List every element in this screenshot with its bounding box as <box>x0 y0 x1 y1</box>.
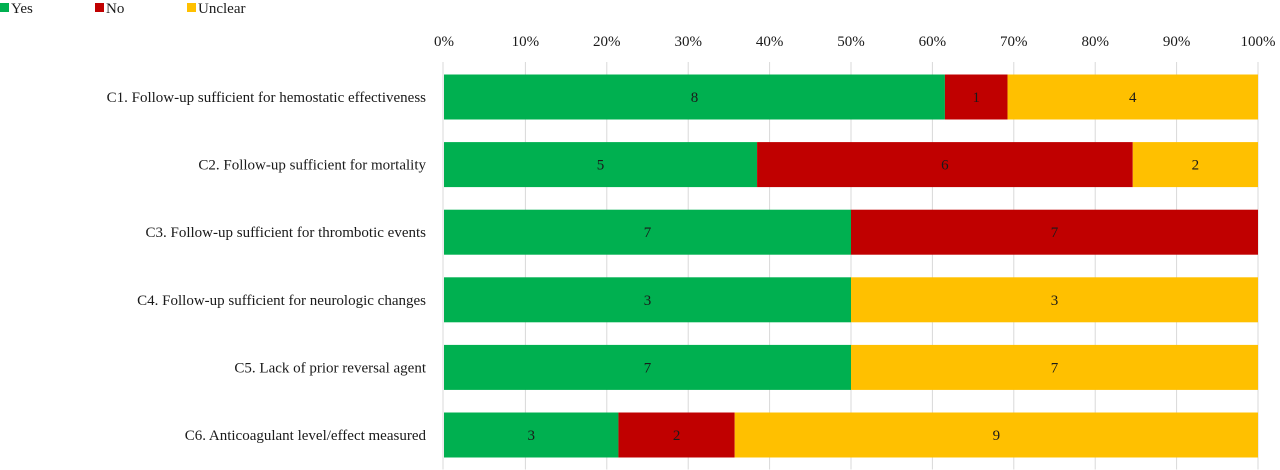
bar-segment-c5-unclear <box>851 344 1258 390</box>
bar-segment-c3-no <box>851 209 1258 255</box>
category-label-c3: C3. Follow-up sufficient for thrombotic … <box>145 225 426 241</box>
data-label-c5-yes: 7 <box>644 360 652 376</box>
tick-label-100: 100% <box>1241 34 1276 50</box>
legend-label-unclear: Unclear <box>198 1 245 17</box>
data-label-c3-no: 7 <box>1051 225 1059 241</box>
category-label-c6: C6. Anticoagulant level/effect measured <box>185 428 427 444</box>
tick-label-90: 90% <box>1163 34 1191 50</box>
category-label-c2: C2. Follow-up sufficient for mortality <box>198 158 426 174</box>
bar-segment-c5-yes <box>444 344 851 390</box>
data-label-c2-no: 6 <box>941 158 949 174</box>
bar-segment-c4-unclear <box>851 277 1258 323</box>
data-label-c1-unclear: 4 <box>1129 90 1137 106</box>
data-label-c2-unclear: 2 <box>1192 158 1200 174</box>
category-label-c1: C1. Follow-up sufficient for hemostatic … <box>107 90 427 106</box>
bar-segment-c2-yes <box>444 142 758 188</box>
data-label-c4-yes: 3 <box>644 293 652 309</box>
data-label-c6-no: 2 <box>673 428 681 444</box>
tick-label-10: 10% <box>512 34 540 50</box>
data-label-c3-yes: 7 <box>644 225 652 241</box>
tick-label-80: 80% <box>1081 34 1109 50</box>
bar-segment-c3-yes <box>444 209 851 255</box>
tick-label-60: 60% <box>919 34 947 50</box>
bar-segment-c1-unclear <box>1007 74 1258 120</box>
gridlines <box>524 62 1259 470</box>
legend-swatch-no <box>95 3 104 12</box>
bar-segment-c6-unclear <box>734 412 1258 458</box>
legend-swatch-yes <box>0 3 9 12</box>
data-label-c6-yes: 3 <box>527 428 535 444</box>
data-label-c4-unclear: 3 <box>1051 293 1059 309</box>
bar-segment-c1-no <box>944 74 1008 120</box>
legend-label-yes: Yes <box>11 1 33 17</box>
bars: 8 1 4 5 6 2 7 7 3 3 7 7 3 2 9 <box>444 74 1258 458</box>
legend: Yes No Unclear <box>0 1 245 17</box>
bar-segment-c4-yes <box>444 277 851 323</box>
bar-segment-c1-yes <box>444 74 945 120</box>
data-label-c6-unclear: 9 <box>993 428 1001 444</box>
category-labels: C1. Follow-up sufficient for hemostatic … <box>107 90 427 444</box>
bar-segment-c2-unclear <box>1132 142 1258 188</box>
legend-label-no: No <box>106 1 124 17</box>
tick-label-40: 40% <box>756 34 784 50</box>
tick-label-30: 30% <box>674 34 702 50</box>
data-label-c1-yes: 8 <box>691 90 699 106</box>
data-label-c5-unclear: 7 <box>1051 360 1059 376</box>
data-label-c2-yes: 5 <box>597 158 605 174</box>
tick-label-20: 20% <box>593 34 621 50</box>
legend-swatch-unclear <box>187 3 196 12</box>
category-label-c4: C4. Follow-up sufficient for neurologic … <box>137 293 426 309</box>
data-label-c1-no: 1 <box>972 90 980 106</box>
category-label-c5: C5. Lack of prior reversal agent <box>234 360 426 376</box>
bar-segment-c6-no <box>618 412 735 458</box>
bar-segment-c2-no <box>757 142 1133 188</box>
tick-label-50: 50% <box>837 34 865 50</box>
tick-label-70: 70% <box>1000 34 1028 50</box>
bar-segment-c6-yes <box>444 412 619 458</box>
tick-label-0: 0% <box>434 34 454 50</box>
x-axis-ticks: 0% 10% 20% 30% 40% 50% 60% 70% 80% 90% 100% <box>434 34 1276 50</box>
